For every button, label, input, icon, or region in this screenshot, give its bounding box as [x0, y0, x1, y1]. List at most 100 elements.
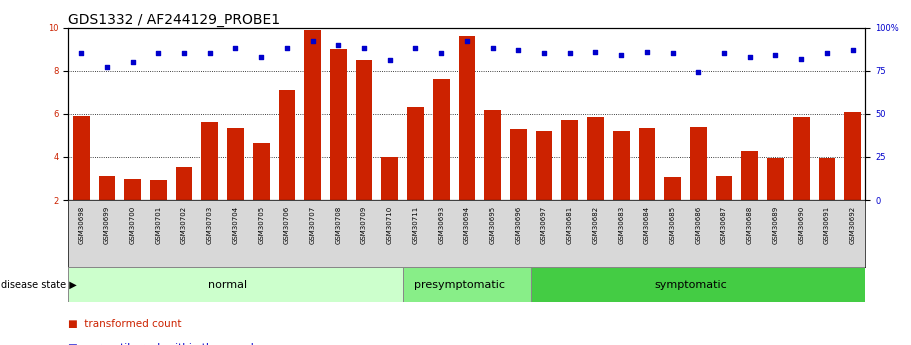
Text: GSM30703: GSM30703	[207, 206, 213, 244]
Bar	[98, 176, 116, 200]
Point	[486, 46, 500, 51]
FancyBboxPatch shape	[68, 267, 403, 302]
Text: GSM30708: GSM30708	[335, 206, 342, 244]
Text: GSM30710: GSM30710	[387, 206, 393, 244]
Point	[228, 46, 242, 51]
Point	[254, 54, 269, 60]
Text: disease state ▶: disease state ▶	[1, 280, 77, 289]
Bar	[844, 112, 861, 200]
Point	[331, 42, 345, 48]
Text: GSM30682: GSM30682	[592, 206, 599, 244]
Text: GSM30689: GSM30689	[773, 206, 779, 244]
Text: GSM30683: GSM30683	[619, 206, 624, 244]
Bar	[690, 127, 707, 200]
Bar	[201, 122, 218, 200]
Point	[126, 59, 140, 65]
Point	[768, 52, 783, 58]
Text: GSM30691: GSM30691	[824, 206, 830, 244]
Text: GSM30688: GSM30688	[747, 206, 752, 244]
Text: normal: normal	[209, 280, 247, 289]
Point	[459, 39, 474, 44]
Bar	[818, 158, 835, 200]
Text: GSM30699: GSM30699	[104, 206, 110, 244]
Text: GSM30690: GSM30690	[798, 206, 804, 244]
Point	[820, 51, 834, 56]
Point	[357, 46, 372, 51]
Bar	[510, 129, 527, 200]
Point	[537, 51, 551, 56]
Point	[151, 51, 166, 56]
Text: GSM30707: GSM30707	[310, 206, 315, 244]
Bar	[485, 110, 501, 200]
Bar	[253, 143, 270, 200]
Point	[793, 56, 808, 61]
Point	[589, 49, 603, 55]
Bar	[664, 177, 681, 200]
Text: GSM30692: GSM30692	[850, 206, 855, 244]
Bar	[536, 131, 552, 200]
Bar	[407, 107, 424, 200]
Bar	[382, 157, 398, 200]
Bar	[176, 167, 192, 200]
Bar	[279, 90, 295, 200]
Text: GSM30701: GSM30701	[155, 206, 161, 244]
FancyBboxPatch shape	[403, 267, 531, 302]
Bar	[304, 30, 321, 200]
Text: GSM30706: GSM30706	[284, 206, 290, 244]
Text: GSM30698: GSM30698	[78, 206, 84, 244]
Bar	[767, 158, 783, 200]
Text: GSM30693: GSM30693	[438, 206, 445, 244]
Point	[640, 49, 654, 55]
Point	[280, 46, 294, 51]
Text: ■  percentile rank within the sample: ■ percentile rank within the sample	[68, 343, 261, 345]
Point	[845, 47, 860, 53]
Point	[177, 51, 191, 56]
Text: GSM30685: GSM30685	[670, 206, 676, 244]
Point	[562, 51, 577, 56]
Text: GSM30681: GSM30681	[567, 206, 573, 244]
Bar	[433, 79, 449, 200]
Bar	[716, 176, 732, 200]
Text: ■  transformed count: ■ transformed count	[68, 319, 182, 329]
Point	[691, 70, 706, 75]
Point	[408, 46, 423, 51]
Text: GSM30705: GSM30705	[258, 206, 264, 244]
Point	[742, 54, 757, 60]
Text: GSM30696: GSM30696	[516, 206, 521, 244]
Point	[99, 65, 114, 70]
Point	[74, 51, 88, 56]
Bar	[587, 117, 604, 200]
Point	[434, 51, 448, 56]
Bar	[355, 60, 373, 200]
Point	[614, 52, 629, 58]
Bar	[742, 150, 758, 200]
Text: GSM30709: GSM30709	[361, 206, 367, 244]
Text: symptomatic: symptomatic	[654, 280, 727, 289]
Bar	[150, 180, 167, 200]
Bar	[639, 128, 655, 200]
Text: GSM30702: GSM30702	[181, 206, 187, 244]
Text: GSM30686: GSM30686	[695, 206, 701, 244]
Bar	[330, 49, 347, 200]
Text: GSM30711: GSM30711	[413, 206, 418, 244]
Text: GSM30700: GSM30700	[129, 206, 136, 244]
Bar	[124, 179, 141, 200]
Text: presymptomatic: presymptomatic	[414, 280, 505, 289]
Bar	[73, 116, 89, 200]
Bar	[613, 131, 630, 200]
FancyBboxPatch shape	[531, 267, 865, 302]
Point	[665, 51, 680, 56]
Point	[511, 47, 526, 53]
Point	[202, 51, 217, 56]
Bar	[793, 117, 810, 200]
Text: GDS1332 / AF244129_PROBE1: GDS1332 / AF244129_PROBE1	[68, 12, 281, 27]
Text: GSM30694: GSM30694	[464, 206, 470, 244]
Text: GSM30687: GSM30687	[721, 206, 727, 244]
Bar	[227, 128, 244, 200]
Point	[383, 58, 397, 63]
Text: GSM30695: GSM30695	[489, 206, 496, 244]
Text: GSM30704: GSM30704	[232, 206, 239, 244]
Text: GSM30697: GSM30697	[541, 206, 547, 244]
Bar	[561, 120, 578, 200]
Text: GSM30684: GSM30684	[644, 206, 650, 244]
